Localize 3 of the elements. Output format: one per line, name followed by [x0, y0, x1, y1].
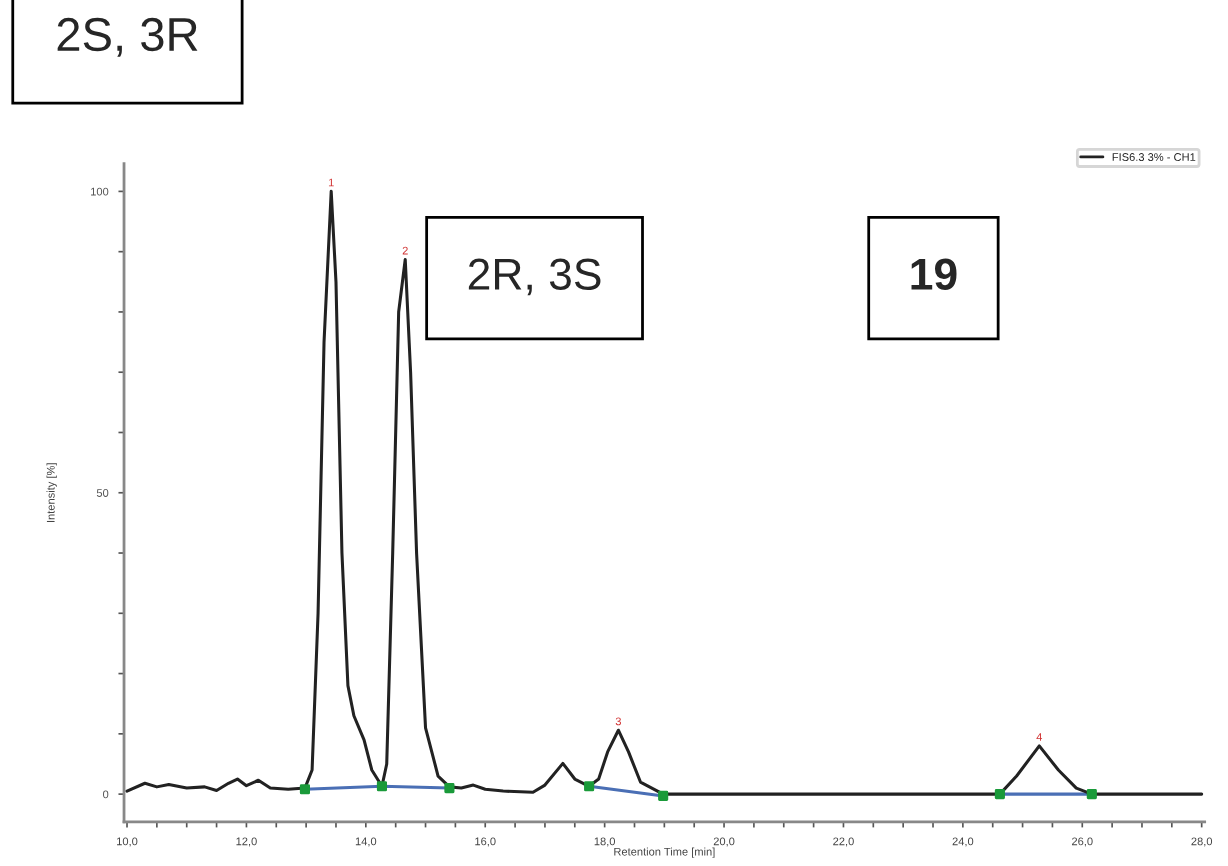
annotation: 19 [911, 258, 957, 290]
annotation: 2R, 3S [468, 258, 601, 296]
text: 2S, 3R [57, 17, 198, 57]
